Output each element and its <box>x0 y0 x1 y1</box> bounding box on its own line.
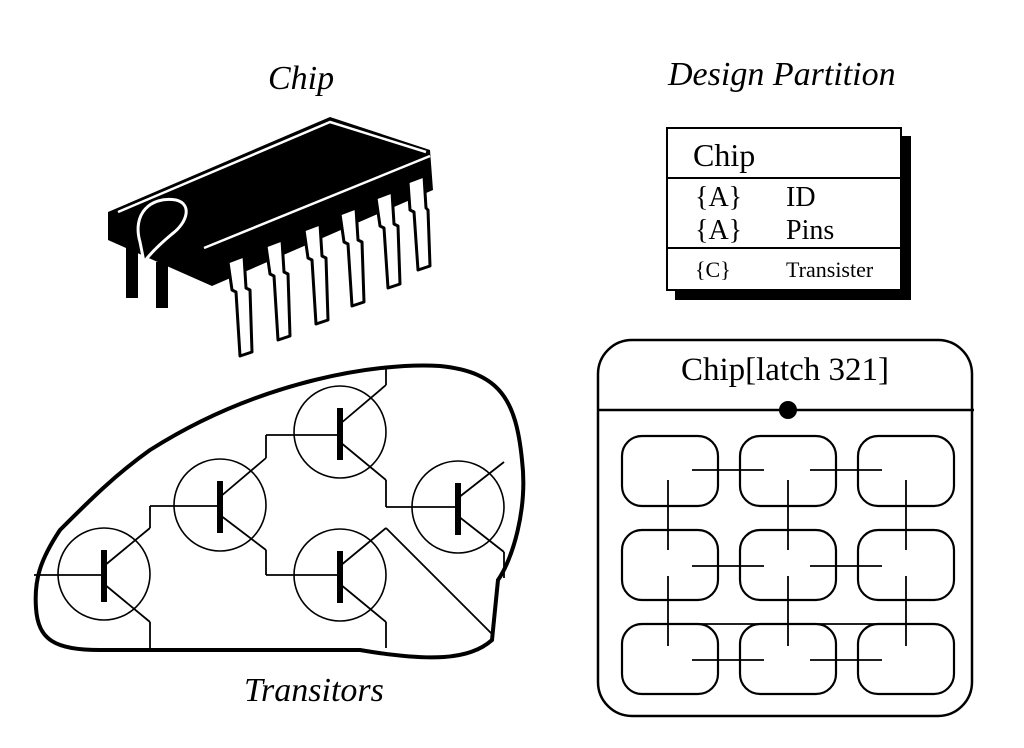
attribute-tag: {A} <box>695 182 743 213</box>
transistor-1 <box>57 527 151 621</box>
class-box-attributes: {A} ID {A} Pins <box>668 179 900 249</box>
attribute-row: {A} Pins <box>668 214 900 247</box>
attribute-name: ID <box>786 182 816 213</box>
attribute-row: {A} ID <box>668 181 900 214</box>
transistor-circuit <box>33 363 526 660</box>
attribute-tag: {A} <box>695 215 743 246</box>
grid-cell <box>620 434 720 508</box>
transistor-2 <box>173 458 267 552</box>
state-initial-dot <box>779 401 797 419</box>
transistors-caption: Transitors <box>244 672 384 709</box>
operation-tag: {C} <box>695 257 731 282</box>
operation-name: Transister <box>786 257 874 282</box>
class-box-title: Chip <box>668 129 900 179</box>
class-box-operations: {C} Transister <box>668 249 900 289</box>
grid-cell <box>620 622 720 696</box>
chip-illustration <box>108 117 433 358</box>
design-partition-caption: Design Partition <box>668 56 896 93</box>
state-box <box>596 338 974 718</box>
attribute-name: Pins <box>786 215 835 246</box>
class-box: Chip {A} ID {A} Pins {C} Transister <box>666 127 902 291</box>
transistor-3 <box>293 385 387 479</box>
circuit-outline <box>33 363 526 660</box>
grid-cell <box>620 528 720 602</box>
state-box-title: Chip[latch 321] <box>680 352 890 388</box>
chip-caption: Chip <box>268 60 335 97</box>
